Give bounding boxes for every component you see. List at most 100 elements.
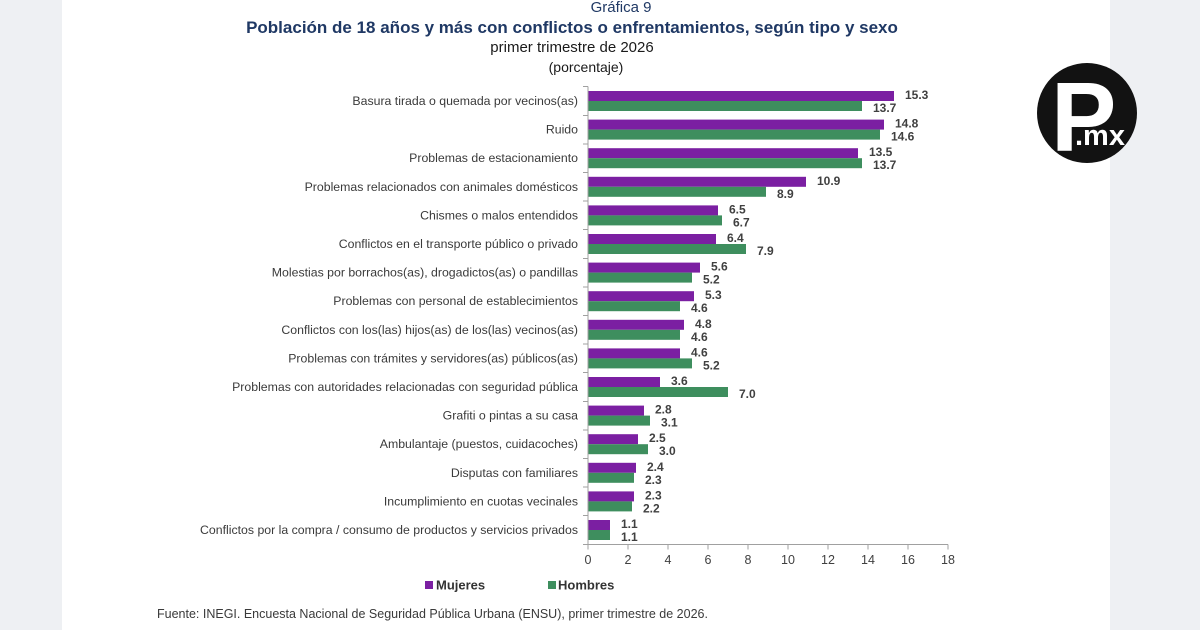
legend: Mujeres Hombres — [425, 578, 614, 593]
publimetro-logo: P .mx — [1037, 63, 1137, 163]
value-label-mujeres: 6.5 — [729, 202, 746, 216]
logo-letter: P — [1051, 63, 1116, 163]
logo-suffix: .mx — [1075, 120, 1125, 152]
axes — [583, 86, 949, 550]
bar-hombres — [588, 530, 610, 540]
legend-swatch-mujeres — [425, 581, 433, 589]
value-label-hombres: 4.6 — [691, 330, 708, 344]
bar-mujeres — [588, 91, 894, 101]
value-label-hombres: 3.1 — [661, 416, 678, 430]
x-tick-label: 10 — [781, 553, 795, 567]
bar-hombres — [588, 301, 680, 312]
bars — [588, 91, 894, 540]
x-tick-label: 18 — [941, 553, 955, 567]
category-label: Disputas con familiares — [451, 466, 578, 480]
bar-mujeres — [588, 434, 638, 445]
category-label: Molestias por borrachos(as), drogadictos… — [272, 266, 578, 280]
bar-hombres — [588, 158, 862, 169]
value-label-hombres: 13.7 — [873, 158, 897, 172]
bar-hombres — [588, 358, 692, 369]
value-label-hombres: 2.2 — [643, 501, 660, 515]
value-label-mujeres: 4.8 — [695, 317, 712, 331]
bar-hombres — [588, 329, 680, 340]
value-label-mujeres: 14.8 — [895, 117, 919, 131]
value-label-hombres: 5.2 — [703, 358, 720, 372]
value-label-mujeres: 15.3 — [905, 88, 929, 102]
bar-hombres — [588, 215, 722, 226]
value-label-hombres: 1.1 — [621, 530, 638, 544]
bar-mujeres — [588, 234, 716, 244]
bar-mujeres — [588, 119, 884, 130]
bar-mujeres — [588, 262, 700, 273]
value-label-hombres: 7.0 — [739, 387, 756, 401]
category-label: Conflictos por la compra / consumo de pr… — [200, 523, 578, 537]
category-label: Ruido — [546, 123, 578, 137]
bar-mujeres — [588, 148, 858, 159]
value-label-mujeres: 2.5 — [649, 431, 666, 445]
logo-circle — [1037, 63, 1137, 163]
bar-hombres — [588, 244, 746, 254]
x-tick-labels: 0 2 4 6 8 10 12 14 16 18 — [585, 553, 955, 567]
value-label-mujeres: 10.9 — [817, 174, 841, 188]
value-label-hombres: 2.3 — [645, 473, 662, 487]
value-label-mujeres: 6.4 — [727, 231, 744, 245]
value-label-hombres: 6.7 — [733, 215, 750, 229]
bar-hombres — [588, 186, 766, 197]
value-label-hombres: 14.6 — [891, 130, 915, 144]
legend-label-mujeres: Mujeres — [436, 578, 485, 593]
category-label: Problemas con autoridades relacionadas c… — [232, 380, 578, 394]
value-label-mujeres: 2.3 — [645, 488, 662, 502]
value-label-hombres: 8.9 — [777, 187, 794, 201]
bar-hombres — [588, 101, 862, 111]
category-label: Problemas relacionados con animales domé… — [305, 180, 578, 194]
figure-label: Gráfica 9 — [590, 0, 652, 16]
value-label-mujeres: 1.1 — [621, 517, 638, 531]
value-label-mujeres: 2.8 — [655, 403, 672, 417]
bar-mujeres — [588, 405, 644, 416]
bar-hombres — [588, 472, 634, 483]
x-tick-label: 6 — [705, 553, 712, 567]
bar-hombres — [588, 129, 880, 140]
value-label-hombres: 4.6 — [691, 301, 708, 315]
x-tick-label: 8 — [745, 553, 752, 567]
source-note: Fuente: INEGI. Encuesta Nacional de Segu… — [157, 607, 708, 621]
category-label: Incumplimiento en cuotas vecinales — [384, 494, 578, 508]
category-label: Ambulantaje (puestos, cuidacoches) — [380, 437, 578, 451]
value-label-mujeres: 2.4 — [647, 460, 664, 474]
legend-swatch-hombres — [548, 581, 556, 589]
x-tick-label: 2 — [625, 553, 632, 567]
bar-hombres — [588, 387, 728, 397]
chart-title: Población de 18 años y más con conflicto… — [246, 18, 898, 37]
bar-hombres — [588, 444, 648, 455]
category-label: Problemas con personal de establecimient… — [333, 294, 578, 308]
bar-hombres — [588, 272, 692, 283]
value-label-mujeres: 5.3 — [705, 288, 722, 302]
bar-hombres — [588, 415, 650, 426]
bar-mujeres — [588, 319, 684, 330]
bar-mujeres — [588, 520, 610, 530]
legend-label-hombres: Hombres — [558, 578, 614, 593]
x-tick-label: 12 — [821, 553, 835, 567]
value-label-hombres: 5.2 — [703, 273, 720, 287]
bar-mujeres — [588, 377, 660, 387]
value-label-hombres: 3.0 — [659, 444, 676, 458]
category-label: Grafiti o pintas a su casa — [443, 409, 578, 423]
category-label: Problemas de estacionamiento — [409, 151, 578, 165]
category-label: Basura tirada o quemada por vecinos(as) — [352, 94, 578, 108]
category-label: Problemas con trámites y servidores(as) … — [288, 351, 578, 365]
bar-mujeres — [588, 462, 636, 473]
category-label: Conflictos con los(las) hijos(as) de los… — [281, 323, 578, 337]
bar-mujeres — [588, 291, 694, 302]
bar-mujeres — [588, 205, 718, 216]
bar-mujeres — [588, 491, 634, 502]
category-labels: Basura tirada o quemada por vecinos(as) R… — [200, 94, 578, 537]
chart-unit-label: (porcentaje) — [548, 59, 624, 75]
value-labels: 15.313.714.814.613.513.710.98.96.56.76.4… — [621, 88, 929, 544]
bar-mujeres — [588, 176, 806, 187]
value-label-hombres: 7.9 — [757, 244, 774, 258]
value-label-mujeres: 3.6 — [671, 374, 688, 388]
x-tick-label: 16 — [901, 553, 915, 567]
bar-hombres — [588, 501, 632, 512]
